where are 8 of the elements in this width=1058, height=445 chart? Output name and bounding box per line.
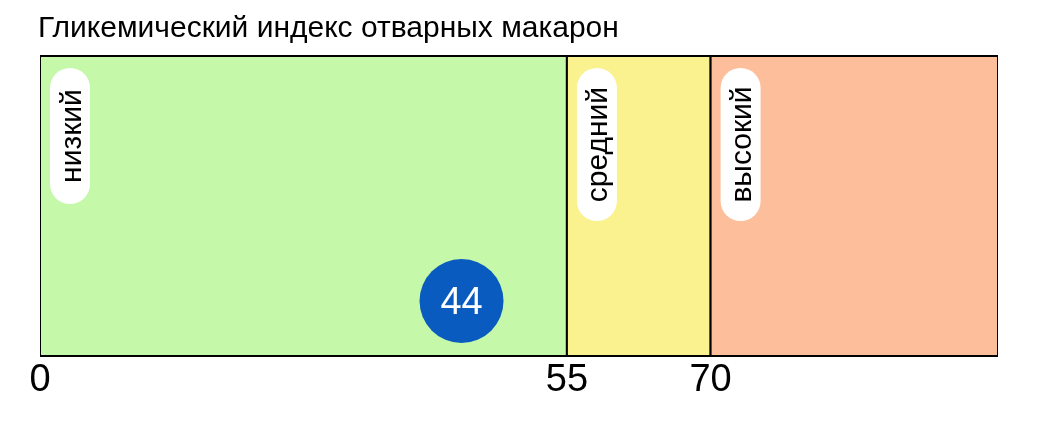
x-tick-label: 70 xyxy=(689,356,732,399)
x-tick-label: 55 xyxy=(545,356,589,399)
x-tick-label: 0 xyxy=(29,356,51,399)
series-label: высокий xyxy=(724,86,758,203)
annotation: 44 xyxy=(440,280,483,322)
chart-title: Гликемический индекс отварных макарон xyxy=(37,9,620,45)
series-label: средний xyxy=(580,86,614,203)
series-label: низкий xyxy=(53,89,87,183)
